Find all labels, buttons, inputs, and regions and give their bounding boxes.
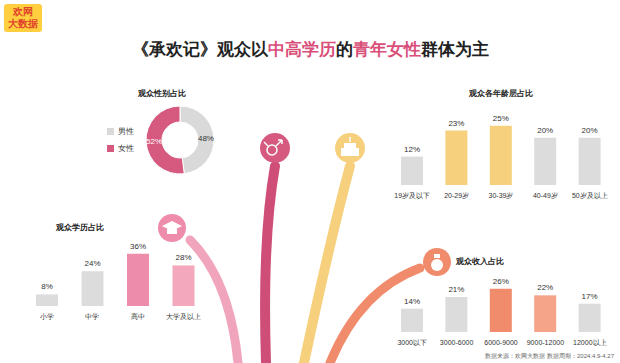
svg-text:26%: 26% [493, 277, 509, 286]
svg-text:48%: 48% [197, 134, 213, 143]
html-text:观众收入占比: 观众收入占比 [456, 257, 504, 266]
svg-text:小学: 小学 [40, 313, 54, 320]
svg-text:20%: 20% [537, 126, 553, 135]
html-text:欢网: 欢网 [13, 6, 33, 17]
svg-text:12%: 12% [404, 145, 420, 154]
svg-text:中学: 中学 [85, 313, 99, 320]
svg-text:20%: 20% [582, 126, 598, 135]
svg-text:高中: 高中 [131, 313, 145, 320]
svg-text:6000-9000: 6000-9000 [484, 339, 518, 346]
html-text:观众学历占比: 观众学历占比 [56, 223, 104, 232]
svg-text:大学及以上: 大学及以上 [166, 313, 201, 320]
svg-text:14%: 14% [404, 297, 420, 306]
svg-text:19岁及以下: 19岁及以下 [394, 192, 430, 199]
html-text:男性: 男性 [117, 127, 134, 136]
svg-text:52%: 52% [146, 137, 162, 146]
svg-text:50岁及以上: 50岁及以上 [572, 192, 608, 199]
svg-text:12000以上: 12000以上 [573, 339, 606, 346]
svg-text:20-29岁: 20-29岁 [444, 192, 469, 199]
svg-text:36%: 36% [130, 242, 146, 251]
svg-text:9000-12000: 9000-12000 [527, 339, 564, 346]
html-text:观众性别占比: 观众性别占比 [138, 89, 186, 98]
svg-text:30-39岁: 30-39岁 [489, 192, 514, 199]
svg-text:17%: 17% [582, 292, 598, 301]
html-text:观众各年龄层占比: 观众各年龄层占比 [469, 89, 533, 98]
svg-text:40-49岁: 40-49岁 [533, 192, 558, 199]
svg-text:28%: 28% [175, 253, 191, 262]
svg-text:23%: 23% [448, 119, 464, 128]
html-text:女性: 女性 [117, 144, 134, 153]
svg-text:21%: 21% [448, 285, 464, 294]
svg-text:3000以下: 3000以下 [397, 339, 427, 346]
svg-text:3000-6000: 3000-6000 [440, 339, 474, 346]
svg-text:8%: 8% [41, 282, 53, 291]
svg-text:22%: 22% [537, 283, 553, 292]
html-text:数据来源：欢网大数据 数据周期：2024.4.9-4.27: 数据来源：欢网大数据 数据周期：2024.4.9-4.27 [485, 353, 614, 359]
html-text:《承欢记》观众以中高学历的青年女性群体为主: 《承欢记》观众以中高学历的青年女性群体为主 [131, 40, 489, 59]
svg-text:25%: 25% [493, 114, 509, 123]
html-text:大数据: 大数据 [8, 18, 38, 29]
svg-text:24%: 24% [84, 259, 100, 268]
